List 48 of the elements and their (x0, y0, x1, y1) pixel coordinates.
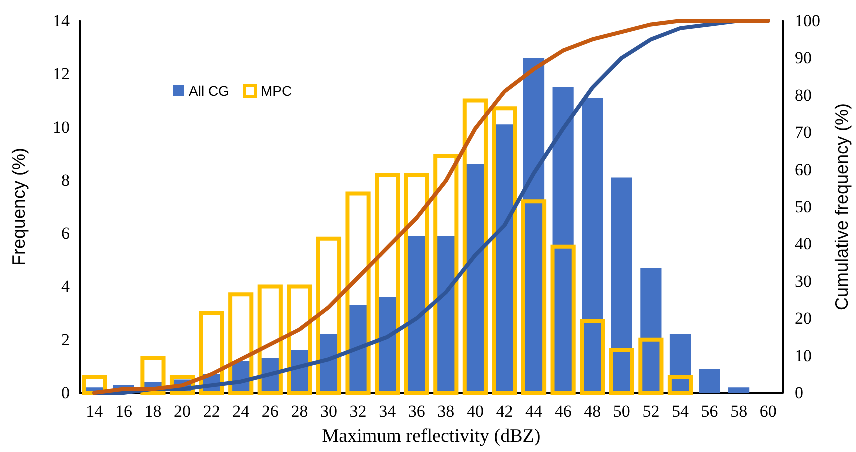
x-axis-title: Maximum reflectivity (dBZ) (322, 426, 541, 447)
x-tick-label: 14 (86, 402, 104, 421)
x-tick-label: 20 (174, 402, 192, 421)
y2-tick-label: 100 (795, 12, 820, 30)
y2-tick-label: 70 (795, 123, 812, 142)
y-tick-label: 8 (62, 170, 70, 190)
x-tick-label: 48 (584, 402, 602, 421)
x-tick-label: 18 (144, 402, 162, 421)
x-tick-label: 28 (291, 402, 308, 421)
y-tick-label: 12 (53, 64, 70, 84)
x-tick-label: 44 (526, 402, 544, 421)
y2-tick-label: 60 (795, 160, 812, 180)
x-tick-label: 46 (554, 402, 572, 421)
x-tick-label: 50 (613, 402, 630, 421)
x-tick-label: 60 (760, 402, 777, 421)
x-tick-label: 32 (350, 402, 367, 421)
x-tick-label: 24 (232, 402, 250, 421)
x-tick-label: 58 (730, 402, 748, 421)
y2-tick-label: 40 (795, 234, 812, 254)
y-tick-label: 4 (62, 277, 70, 296)
x-tick-label: 52 (642, 402, 660, 421)
y2-tick-label: 10 (795, 346, 812, 366)
y-tick-label: 10 (53, 118, 70, 137)
y2-tick-label: 50 (795, 198, 812, 216)
y-tick-label: 2 (62, 330, 70, 350)
y2-tick-label: 0 (795, 384, 804, 402)
y-axis-title: Frequency (%) (9, 148, 29, 266)
y2-tick-label: 20 (795, 309, 812, 328)
x-tick-label: 40 (466, 402, 484, 421)
x-tick-label: 26 (262, 402, 279, 421)
y-tick-label: 0 (62, 384, 70, 402)
x-tick-label: 30 (320, 402, 338, 421)
legend-label: MPC (260, 83, 292, 99)
x-tick-label: 42 (496, 402, 514, 421)
y2-tick-label: 30 (795, 272, 812, 291)
x-tick-label: 34 (379, 402, 397, 421)
y2-tick-label: 90 (795, 48, 812, 68)
y-tick-label: 6 (62, 224, 70, 244)
x-tick-label: 38 (438, 402, 455, 421)
x-tick-label: 56 (701, 402, 718, 421)
x-tick-label: 54 (672, 402, 690, 421)
y2-tick-label: 80 (795, 86, 812, 105)
x-tick-label: 36 (408, 402, 426, 421)
x-tick-label: 16 (115, 402, 132, 421)
x-tick-label: 22 (203, 402, 220, 421)
y2-axis-title: Cumulative frequency (%) (832, 103, 852, 311)
legend-label: All CG (189, 83, 230, 99)
y-tick-label: 14 (53, 12, 70, 30)
